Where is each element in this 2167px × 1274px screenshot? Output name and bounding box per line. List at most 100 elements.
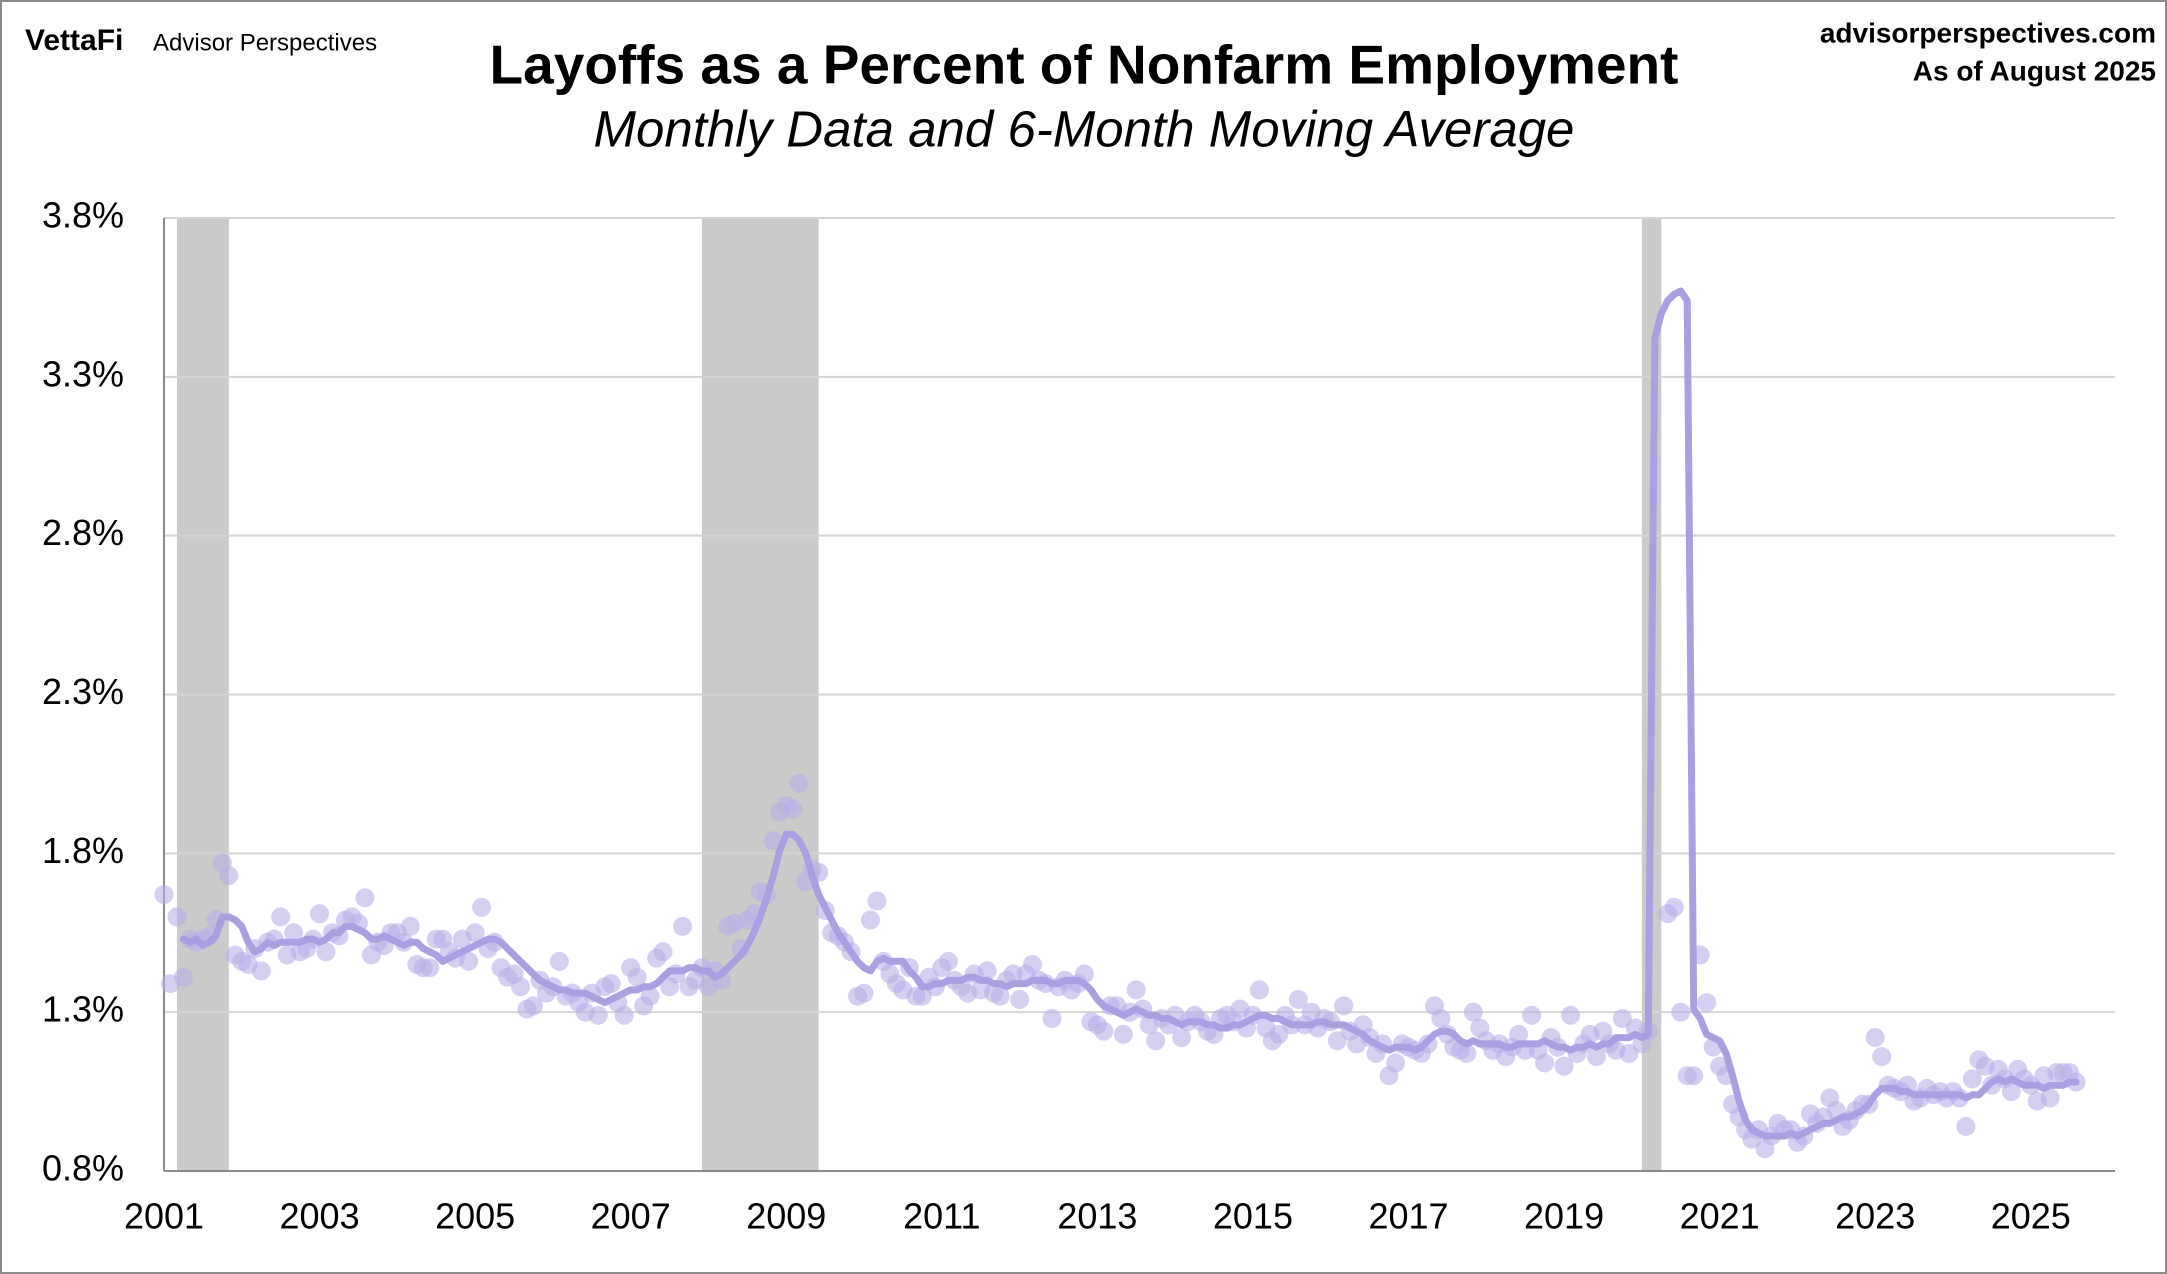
data-point <box>523 996 543 1016</box>
data-point <box>1664 897 1684 917</box>
data-point <box>861 910 881 930</box>
chart-subtitle: Monthly Data and 6-Month Moving Average <box>594 100 1575 157</box>
data-point <box>1554 1056 1574 1076</box>
brand: VettaFi <box>25 24 123 57</box>
data-point <box>1509 1024 1529 1044</box>
data-point <box>251 961 271 981</box>
data-point <box>1522 1005 1542 1025</box>
data-point <box>627 967 647 987</box>
x-tick-label: 2003 <box>280 1196 360 1237</box>
data-point <box>1042 1009 1062 1029</box>
data-point <box>990 986 1010 1006</box>
data-point <box>549 951 569 971</box>
data-point <box>938 951 958 971</box>
data-point <box>1956 1117 1976 1137</box>
y-tick-label: 3.3% <box>42 353 124 394</box>
data-point <box>1962 1069 1982 1089</box>
y-tick-label: 3.8% <box>42 195 124 236</box>
data-point <box>310 904 330 924</box>
y-tick-label: 2.3% <box>42 671 124 712</box>
data-point <box>1612 1009 1632 1029</box>
as-of: As of August 2025 <box>1913 55 2156 86</box>
data-point <box>854 983 874 1003</box>
data-point <box>420 958 440 978</box>
data-point <box>653 942 673 962</box>
x-tick-label: 2007 <box>591 1196 671 1237</box>
data-point <box>284 923 304 943</box>
data-point <box>1619 1043 1639 1063</box>
data-point <box>271 907 291 927</box>
data-point <box>1586 1047 1606 1067</box>
data-point <box>1126 980 1146 1000</box>
data-point <box>2001 1082 2021 1102</box>
data-point <box>1697 993 1717 1013</box>
data-point <box>1269 1024 1289 1044</box>
data-point <box>219 866 239 886</box>
x-tick-label: 2013 <box>1057 1196 1137 1237</box>
data-point <box>1561 1005 1581 1025</box>
data-point <box>154 885 174 905</box>
data-point <box>1431 1009 1451 1029</box>
data-point <box>510 977 530 997</box>
data-point <box>459 951 479 971</box>
data-point <box>1386 1053 1406 1073</box>
data-point <box>789 773 809 793</box>
data-point <box>167 907 187 927</box>
data-point <box>1146 1031 1166 1051</box>
data-point <box>1865 1028 1885 1048</box>
x-tick-label: 2019 <box>1524 1196 1604 1237</box>
source: advisorperspectives.com <box>1820 17 2156 48</box>
x-tick-label: 2001 <box>124 1196 204 1237</box>
x-tick-label: 2021 <box>1680 1196 1760 1237</box>
data-point <box>977 961 997 981</box>
data-point <box>2040 1088 2060 1108</box>
data-point <box>1463 1002 1483 1022</box>
x-tick-label: 2017 <box>1368 1196 1448 1237</box>
data-point <box>912 986 932 1006</box>
x-tick-label: 2015 <box>1213 1196 1293 1237</box>
y-tick-label: 2.8% <box>42 512 124 553</box>
x-tick-label: 2011 <box>903 1196 980 1237</box>
data-point <box>1684 1066 1704 1086</box>
data-point <box>316 942 336 962</box>
x-tick-label: 2025 <box>1991 1196 2071 1237</box>
data-point <box>1327 1031 1347 1051</box>
chart-title: Layoffs as a Percent of Nonfarm Employme… <box>490 34 1679 96</box>
data-point <box>673 916 693 936</box>
plot-area: 0.8% 1.3% 1.8% 2.3% 2.8% 3.3% 3.8% 2001 2003 2005… <box>42 195 2115 1237</box>
data-point <box>1023 955 1043 975</box>
data-point <box>472 897 492 917</box>
y-tick-label: 1.8% <box>42 830 124 871</box>
data-point <box>173 967 193 987</box>
data-point <box>588 1005 608 1025</box>
data-point <box>1010 989 1030 1009</box>
data-point <box>1671 1002 1691 1022</box>
data-point <box>783 799 803 819</box>
data-point <box>1457 1043 1477 1063</box>
y-tick-label: 1.3% <box>42 989 124 1030</box>
data-point <box>1288 989 1308 1009</box>
x-tick-label: 2023 <box>1835 1196 1915 1237</box>
data-point <box>1094 1021 1114 1041</box>
data-point <box>1872 1047 1892 1067</box>
y-tick-label: 0.8% <box>42 1148 124 1189</box>
data-point <box>1113 1024 1133 1044</box>
data-point <box>355 888 375 908</box>
data-point <box>614 1005 634 1025</box>
data-point <box>400 916 420 936</box>
data-point <box>1334 996 1354 1016</box>
x-tick-label: 2009 <box>746 1196 826 1237</box>
data-point <box>640 986 660 1006</box>
x-tick-label: 2005 <box>435 1196 515 1237</box>
data-point <box>601 974 621 994</box>
moving-average-line <box>179 287 2080 1140</box>
data-point <box>465 923 485 943</box>
data-point <box>867 891 887 911</box>
data-point <box>1172 1028 1192 1048</box>
brand-sub: Advisor Perspectives <box>153 29 377 56</box>
data-point <box>1535 1053 1555 1073</box>
data-point <box>1249 980 1269 1000</box>
